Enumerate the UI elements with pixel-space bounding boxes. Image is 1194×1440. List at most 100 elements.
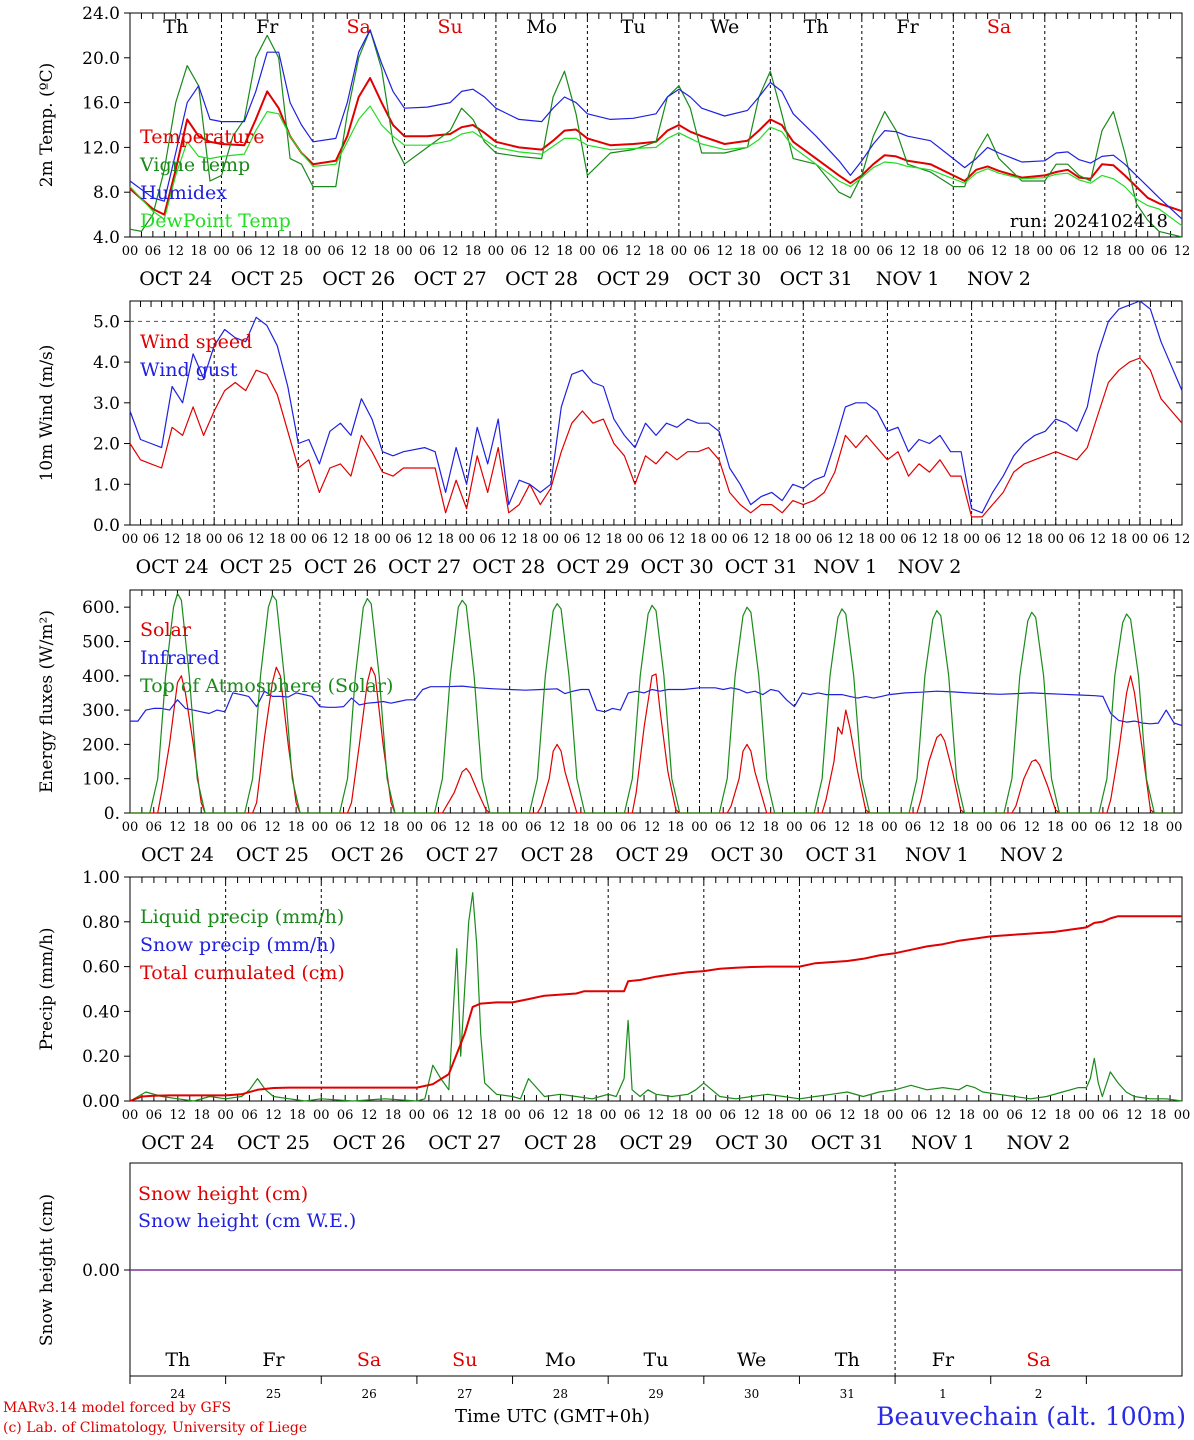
- hour-tick-label: 12: [716, 244, 733, 259]
- day-number-label: 26: [361, 1387, 376, 1401]
- hour-tick-label: 18: [1054, 1108, 1071, 1123]
- hour-tick-label: 12: [552, 1108, 569, 1123]
- hour-tick-label: 00: [795, 532, 812, 547]
- hour-tick-label: 12: [739, 820, 756, 835]
- hour-tick-label: 00: [976, 820, 993, 835]
- hour-tick-label: 00: [600, 1108, 617, 1123]
- y-tick-label: 0.60: [82, 958, 120, 978]
- hour-tick-label: 06: [620, 820, 637, 835]
- date-label: NOV 1: [814, 556, 878, 578]
- hour-tick-label: 18: [385, 1108, 402, 1123]
- hour-tick-label: 12: [1174, 532, 1191, 547]
- hour-tick-label: 18: [857, 820, 874, 835]
- hour-tick-label: 12: [456, 1108, 473, 1123]
- date-label: OCT 30: [715, 1132, 788, 1154]
- hour-tick-label: 00: [1071, 820, 1088, 835]
- hour-tick-label: 00: [217, 1108, 234, 1123]
- hour-tick-label: 06: [419, 244, 436, 259]
- hour-tick-label: 00: [122, 244, 139, 259]
- hour-tick-label: 06: [479, 532, 496, 547]
- date-label: OCT 24: [139, 268, 212, 290]
- hour-tick-label: 00: [945, 244, 962, 259]
- hour-tick-label: 06: [648, 532, 665, 547]
- hour-tick-label: 12: [442, 244, 459, 259]
- hour-tick-label: 00: [1174, 1108, 1191, 1123]
- date-label: OCT 30: [641, 556, 714, 578]
- hour-tick-label: 12: [935, 1108, 952, 1123]
- y-tick-label: 1.0: [93, 475, 120, 495]
- day-number-label: 27: [457, 1387, 472, 1401]
- hour-tick-label: 00: [881, 820, 898, 835]
- hour-tick-label: 18: [767, 1108, 784, 1123]
- hour-tick-label: 06: [968, 244, 985, 259]
- hour-tick-label: 18: [193, 820, 210, 835]
- date-label: OCT 27: [414, 268, 487, 290]
- legend-entry: Total cumulated (cm): [140, 962, 345, 984]
- hour-tick-label: 00: [887, 1108, 904, 1123]
- hour-tick-label: 06: [785, 244, 802, 259]
- hour-tick-label: 06: [433, 1108, 450, 1123]
- hour-tick-label: 18: [739, 244, 756, 259]
- hour-tick-label: 18: [762, 820, 779, 835]
- day-number-label: 28: [553, 1387, 568, 1401]
- series-line: [130, 666, 1175, 814]
- hour-tick-label: 06: [528, 1108, 545, 1123]
- hour-tick-label: 06: [602, 244, 619, 259]
- hour-tick-label: 18: [672, 1108, 689, 1123]
- hour-tick-label: 18: [959, 1108, 976, 1123]
- hour-tick-label: 18: [193, 1108, 210, 1123]
- hour-tick-label: 00: [122, 820, 139, 835]
- hour-tick-label: 06: [905, 820, 922, 835]
- hour-tick-label: 12: [1023, 820, 1040, 835]
- y-tick-label: 0.00: [82, 1261, 120, 1281]
- hour-tick-label: 06: [816, 532, 833, 547]
- hour-tick-label: 12: [259, 244, 276, 259]
- y-tick-label: 300.: [82, 701, 120, 721]
- weekday-label: Tu: [621, 16, 646, 38]
- date-label: OCT 25: [231, 268, 304, 290]
- weekday-label: Sa: [987, 16, 1011, 38]
- hour-tick-label: 18: [282, 244, 299, 259]
- hour-tick-label: 18: [831, 244, 848, 259]
- hour-tick-label: 00: [217, 820, 234, 835]
- series-line: [129, 892, 1183, 1102]
- y-axis-title: Snow height (cm): [37, 1194, 57, 1346]
- series-line: [129, 77, 1183, 216]
- hour-tick-label: 06: [143, 532, 160, 547]
- hour-tick-label: 12: [1126, 1108, 1143, 1123]
- hour-tick-label: 18: [1014, 244, 1031, 259]
- hour-tick-label: 06: [564, 532, 581, 547]
- hour-tick-label: 06: [624, 1108, 641, 1123]
- y-tick-label: 0.00: [82, 1092, 120, 1112]
- series-line: [129, 105, 1183, 227]
- weekday-label: Fr: [932, 1349, 955, 1371]
- panel-frame: [129, 12, 1183, 238]
- y-tick-label: 24.0: [82, 4, 120, 24]
- weekday-label: Su: [438, 16, 463, 38]
- weekday-label: Th: [165, 1349, 190, 1371]
- hour-tick-label: 18: [556, 244, 573, 259]
- series-line: [129, 29, 1183, 220]
- date-label: NOV 1: [876, 268, 940, 290]
- weekday-label: Sa: [357, 1349, 381, 1371]
- hour-tick-label: 06: [900, 532, 917, 547]
- y-axis-title: Precip (mm/h): [37, 927, 57, 1050]
- date-label: OCT 28: [524, 1132, 597, 1154]
- hour-tick-label: 00: [791, 1108, 808, 1123]
- hour-tick-label: 12: [454, 820, 471, 835]
- hour-tick-label: 06: [1059, 244, 1076, 259]
- series-line: [129, 29, 1183, 238]
- hour-tick-label: 18: [952, 820, 969, 835]
- y-tick-label: 0.40: [82, 1002, 120, 1022]
- hour-tick-label: 00: [488, 244, 505, 259]
- date-label: OCT 29: [597, 268, 670, 290]
- date-label: OCT 25: [220, 556, 293, 578]
- hour-tick-label: 12: [669, 532, 686, 547]
- hour-tick-label: 06: [240, 820, 257, 835]
- legend-entry: Temperature: [140, 126, 264, 148]
- hour-tick-label: 12: [644, 820, 661, 835]
- hour-tick-label: 00: [305, 244, 322, 259]
- hour-tick-label: 06: [911, 1108, 928, 1123]
- hour-tick-label: 06: [876, 244, 893, 259]
